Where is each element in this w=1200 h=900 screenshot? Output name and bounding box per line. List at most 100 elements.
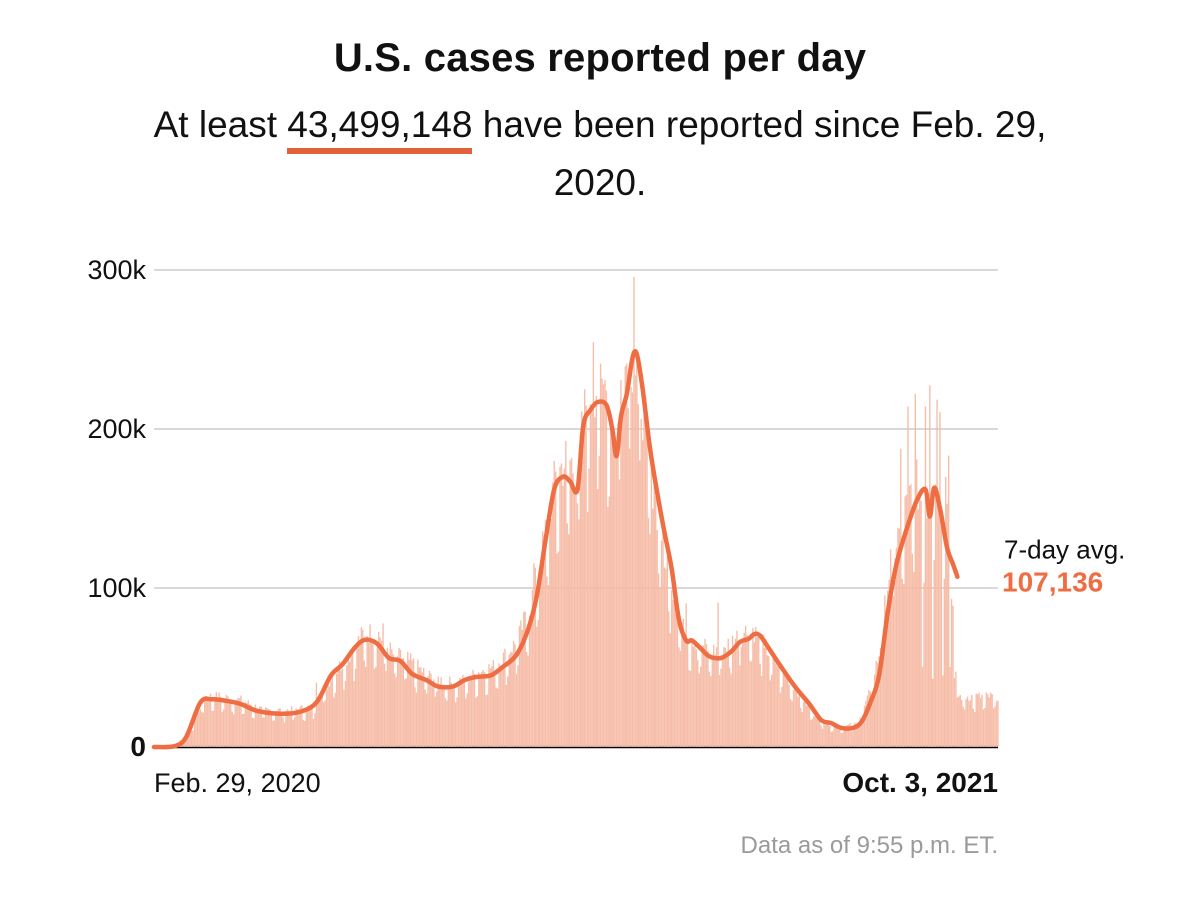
daily-case-bar [568,534,570,747]
daily-case-bar [424,689,426,747]
daily-case-bar [421,672,423,747]
daily-case-bar [962,706,964,747]
daily-case-bar [447,688,450,747]
daily-case-bar [250,705,252,747]
daily-case-bar [438,684,441,747]
daily-case-bar [231,711,233,747]
daily-case-bar [604,380,606,747]
daily-case-bar [546,576,548,747]
daily-case-bar [292,719,294,747]
daily-case-bar [436,691,438,747]
daily-case-bar [491,666,493,747]
daily-case-bar [579,434,582,747]
daily-case-bar [914,393,916,747]
daily-case-bar [686,642,689,747]
daily-case-bar [766,655,769,747]
daily-case-bar [305,710,307,747]
daily-case-bar [978,692,980,747]
daily-case-bar [450,682,452,747]
daily-case-bar [730,674,732,747]
daily-case-bar [628,448,631,747]
seven-day-average [151,348,960,750]
daily-case-bar [933,559,935,747]
daily-case-bar [343,690,345,747]
daily-case-bar [984,707,986,747]
daily-case-bar [221,712,223,747]
daily-case-bar [285,710,287,747]
daily-case-bar [744,625,747,747]
daily-case-bar [808,706,811,747]
daily-case-bar [734,638,737,747]
daily-case-bar [852,729,854,747]
daily-case-bar [630,387,632,747]
daily-case-bar [672,599,674,747]
daily-case-bar [932,678,934,747]
daily-case-bar [772,654,774,747]
daily-case-bar [981,694,983,747]
daily-case-bar [974,712,976,747]
daily-case-bar [541,531,544,747]
daily-case-bar [874,674,876,747]
daily-case-bar [262,717,264,747]
daily-case-bar [312,718,315,747]
daily-case-bar [956,697,959,747]
daily-case-bar [743,632,745,747]
daily-case-bar [656,530,658,747]
daily-case-bar [739,665,741,747]
daily-case-bar [694,643,696,747]
daily-case-bar [765,639,767,747]
daily-case-bar [238,698,241,747]
daily-case-bar [773,653,776,747]
daily-case-bar [663,567,666,747]
daily-case-bar [937,510,940,747]
chart-subtitle: At least 43,499,148 have been reported s… [150,96,1050,212]
daily-case-bar [512,640,515,747]
daily-case-bar [376,644,378,747]
daily-case-bar [479,674,481,747]
daily-case-bar [691,640,693,747]
daily-case-bar [649,533,651,747]
daily-case-bar [354,668,357,747]
daily-case-bar [557,551,560,747]
daily-case-bar [776,665,779,747]
daily-case-bar [653,472,655,747]
daily-case-bar [462,674,464,747]
daily-case-bar [787,675,789,747]
daily-case-bar [483,672,486,747]
daily-case-bar [608,496,611,747]
daily-case-bar [755,626,757,747]
daily-case-bar [724,648,727,747]
daily-case-bar [565,440,567,747]
daily-case-bar [713,644,715,747]
y-tick-label-0: 0 [130,731,146,762]
daily-case-bar [214,700,216,747]
daily-case-bar [279,708,281,747]
daily-case-bar [190,730,193,747]
x-tick-label-start: Feb. 29, 2020 [154,768,321,798]
daily-case-bar [788,684,790,747]
daily-case-bar [987,694,989,747]
daily-case-bar [566,523,568,747]
daily-case-bar [668,611,670,747]
daily-case-bar [768,655,770,747]
daily-case-bar [552,482,554,747]
daily-case-bar [621,405,624,747]
daily-case-bar [199,709,202,747]
daily-case-bar [460,683,463,747]
daily-case-bar [801,712,803,747]
daily-case-bar [407,652,409,747]
daily-case-bar [275,712,277,747]
daily-case-bar [235,699,238,747]
daily-case-bar [482,669,484,747]
daily-case-bar [498,663,500,747]
daily-case-bar [595,395,597,747]
daily-case-bar [740,647,742,747]
daily-case-bar [189,730,191,747]
daily-case-bar [325,689,328,747]
daily-case-bar [785,677,787,747]
daily-case-bar [518,626,521,747]
daily-case-bar [845,725,847,747]
daily-case-bar [794,686,796,747]
daily-case-bar [527,655,529,747]
daily-case-bar [988,697,990,747]
